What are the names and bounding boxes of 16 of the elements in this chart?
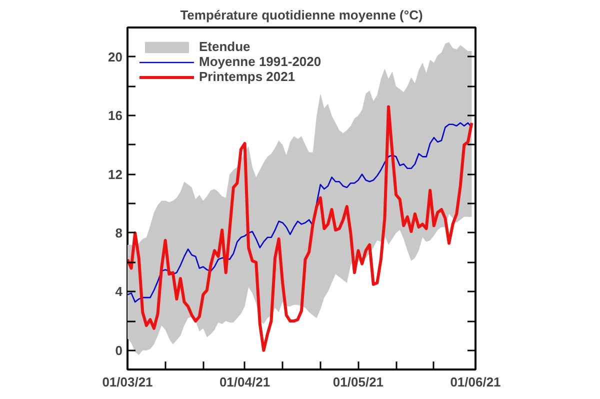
line-series: [128, 122, 472, 303]
legend-label: Etendue: [199, 39, 250, 54]
line-series: [128, 105, 474, 352]
y-tick-label: 8: [115, 225, 123, 240]
chart-title: Température quotidienne moyenne (°C): [180, 8, 423, 22]
x-tick-label: 01/05/21: [332, 374, 384, 390]
y-tick-label: 16: [108, 108, 123, 124]
y-tick-label: 12: [108, 166, 123, 182]
x-tick-label: 01/04/21: [219, 374, 270, 390]
x-tick-label: 01/06/21: [450, 374, 501, 390]
x-tick-label: 01/03/21: [102, 374, 153, 390]
y-tick-label: 4: [115, 284, 124, 300]
legend-label: Moyenne 1991-2020: [199, 54, 322, 69]
y-tick-label: 0: [115, 342, 123, 358]
legend-label: Printemps 2021: [199, 69, 296, 84]
y-tick-label: 20: [108, 49, 123, 64]
